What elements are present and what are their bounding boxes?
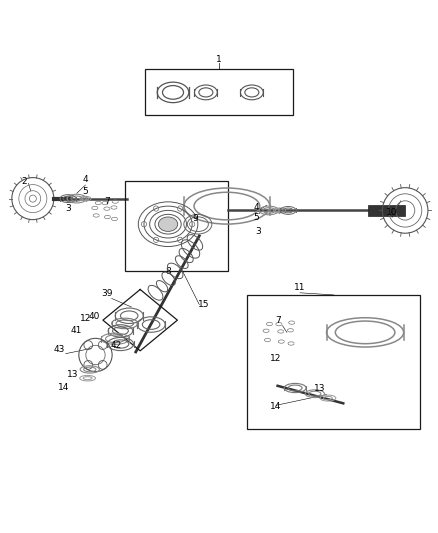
Text: 13: 13	[314, 384, 325, 393]
Text: 4: 4	[254, 203, 259, 212]
Text: 5: 5	[253, 213, 259, 222]
Text: 3: 3	[65, 204, 71, 213]
Text: 39: 39	[102, 289, 113, 298]
Text: 12: 12	[80, 314, 91, 323]
Text: 40: 40	[88, 312, 100, 321]
Text: 11: 11	[294, 282, 306, 292]
Text: 5: 5	[82, 187, 88, 196]
Text: 3: 3	[255, 227, 261, 236]
Text: 9: 9	[192, 214, 198, 222]
Text: 1: 1	[216, 55, 222, 64]
Text: 14: 14	[270, 402, 282, 411]
Text: 13: 13	[67, 370, 78, 379]
Text: 41: 41	[71, 326, 82, 335]
Ellipse shape	[159, 217, 178, 231]
Text: 4: 4	[83, 175, 88, 184]
Bar	[247, 295, 420, 429]
Text: 14: 14	[58, 383, 69, 392]
Text: 12: 12	[270, 354, 282, 362]
Text: 7: 7	[104, 197, 110, 206]
Text: 43: 43	[53, 345, 65, 354]
Text: 2: 2	[21, 176, 27, 185]
Bar	[145, 69, 293, 115]
Text: 42: 42	[110, 341, 122, 350]
Text: 8: 8	[166, 267, 172, 276]
Bar	[125, 181, 228, 271]
Text: 15: 15	[198, 300, 209, 309]
Bar	[368, 205, 405, 216]
Text: 10: 10	[386, 208, 398, 217]
Text: 7: 7	[275, 317, 281, 326]
